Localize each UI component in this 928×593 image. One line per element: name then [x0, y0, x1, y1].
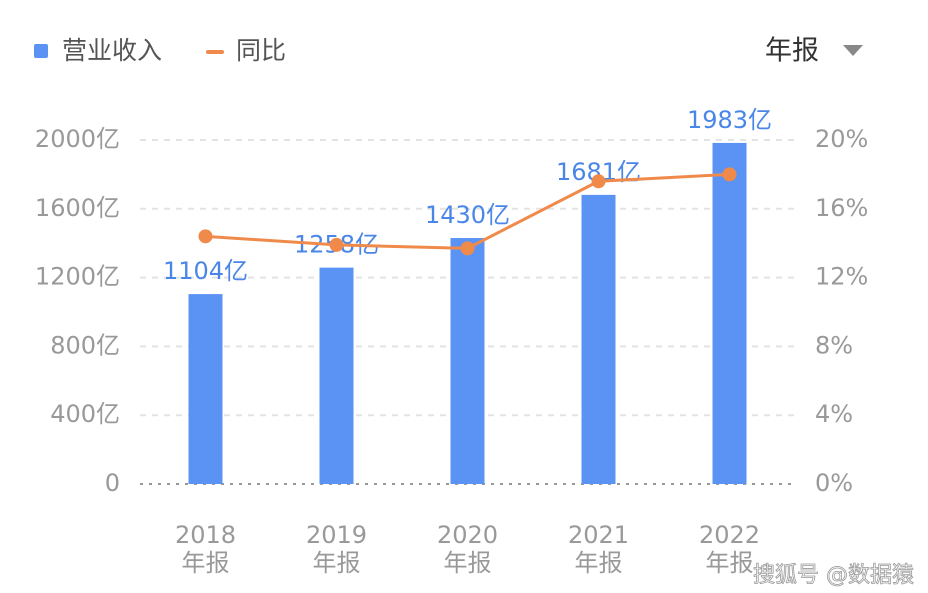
legend-swatch	[34, 44, 48, 58]
x-tick-label: 2021	[568, 521, 629, 549]
dropdown-arrow[interactable]	[843, 45, 863, 56]
watermark: 搜狐号 @数据猿	[753, 563, 914, 588]
x-tick-label: 年报	[706, 549, 754, 577]
y-tick-label: 0	[105, 469, 120, 497]
bar	[188, 294, 223, 484]
bar	[450, 238, 485, 484]
line-point	[722, 167, 737, 182]
bar	[581, 194, 616, 485]
x-tick-label: 年报	[575, 549, 623, 577]
y-tick-label: 1200亿	[35, 263, 120, 291]
period-selector[interactable]: 年报	[765, 36, 819, 67]
x-tick-label: 年报	[182, 549, 230, 577]
line-point	[591, 174, 606, 189]
y-tick-label: 4%	[815, 400, 853, 428]
x-tick-label: 年报	[313, 549, 361, 577]
line-point	[198, 229, 213, 244]
legend-label: 同比	[236, 36, 286, 65]
y-tick-label: 16%	[815, 194, 868, 222]
y-tick-label: 1600亿	[35, 194, 120, 222]
line-point	[329, 237, 344, 252]
data-label: 1430亿	[425, 201, 510, 229]
data-label: 1104亿	[163, 257, 248, 285]
y-tick-label: 8%	[815, 331, 853, 359]
x-tick-label: 2019	[306, 521, 367, 549]
y-tick-label: 400亿	[50, 400, 120, 428]
y-tick-label: 2000亿	[35, 125, 120, 153]
bar	[712, 142, 747, 484]
x-tick-label: 2018	[175, 521, 236, 549]
y-tick-label: 20%	[815, 125, 868, 153]
bar	[319, 267, 354, 484]
y-tick-label: 800亿	[50, 331, 120, 359]
y-tick-label: 0%	[815, 469, 853, 497]
x-tick-label: 2020	[437, 521, 498, 549]
x-tick-label: 2022	[699, 521, 760, 549]
data-label: 1983亿	[687, 106, 772, 134]
x-tick-label: 年报	[444, 549, 492, 577]
y-tick-label: 12%	[815, 263, 868, 291]
legend-label: 营业收入	[62, 36, 162, 65]
line-point	[460, 241, 475, 256]
